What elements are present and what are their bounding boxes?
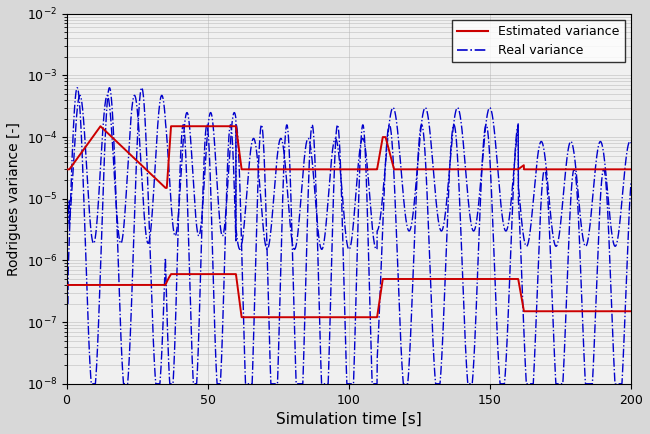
Y-axis label: Rodrigues variance [-]: Rodrigues variance [-] [7, 122, 21, 276]
Legend: Estimated variance, Real variance: Estimated variance, Real variance [452, 20, 625, 62]
X-axis label: Simulation time [s]: Simulation time [s] [276, 412, 422, 427]
